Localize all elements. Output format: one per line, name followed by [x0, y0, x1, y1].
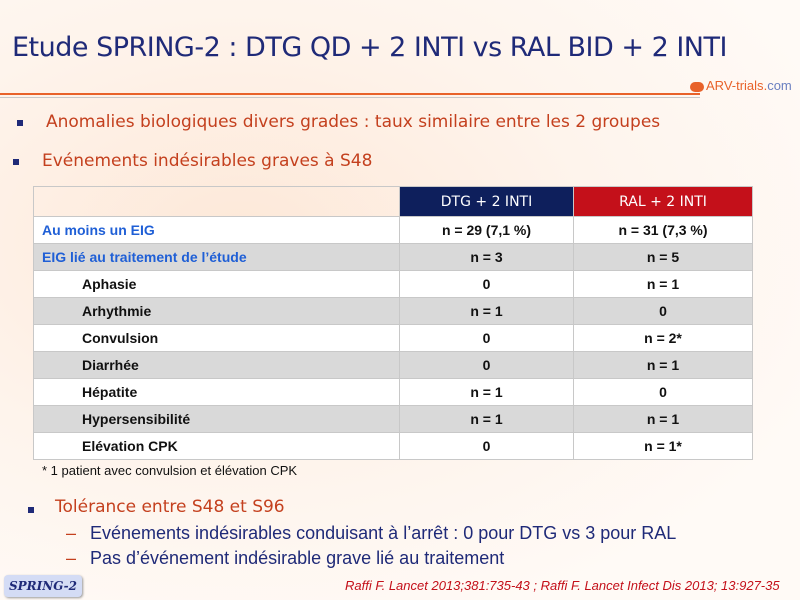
- row-label: Diarrhée: [33, 351, 400, 379]
- row-label: Arhythmie: [33, 297, 400, 325]
- dtg-value: n = 1: [399, 405, 574, 433]
- bullet-icon: [17, 120, 23, 126]
- dtg-value: n = 29 (7,1 %): [399, 216, 574, 244]
- row-label: Aphasie: [33, 270, 400, 298]
- ral-value: n = 1: [573, 270, 753, 298]
- table-row: Diarrhée 0 n = 1: [33, 351, 753, 379]
- ral-value: n = 2*: [573, 324, 753, 352]
- row-label: Convulsion: [33, 324, 400, 352]
- dash-icon: –: [66, 548, 77, 568]
- header-dtg: DTG + 2 INTI: [399, 186, 574, 217]
- bullet-tolerance: Tolérance entre S48 et S96: [55, 497, 285, 517]
- dtg-value: n = 1: [399, 297, 574, 325]
- pill-icon: [690, 81, 704, 92]
- row-label: Elévation CPK: [33, 432, 400, 460]
- dtg-value: n = 3: [399, 243, 574, 271]
- dtg-value: n = 1: [399, 378, 574, 406]
- table-row: Elévation CPK 0 n = 1*: [33, 432, 753, 460]
- table-row: Au moins un EIG n = 29 (7,1 %) n = 31 (7,3…: [33, 216, 753, 244]
- title-rule: [0, 93, 700, 95]
- ral-value: n = 31 (7,3 %): [573, 216, 753, 244]
- bullet-eig: Evénements indésirables graves à S48: [42, 151, 373, 171]
- dtg-value: 0: [399, 432, 574, 460]
- ral-value: n = 5: [573, 243, 753, 271]
- bullet-icon: [28, 507, 34, 513]
- row-label: Hypersensibilité: [33, 405, 400, 433]
- ral-value: 0: [573, 297, 753, 325]
- arv-trials-logo: ARV-trials.com: [690, 78, 792, 93]
- subbullet-arret: Evénements indésirables conduisant à l’a…: [90, 523, 677, 543]
- row-label: Au moins un EIG: [33, 216, 400, 244]
- header-ral: RAL + 2 INTI: [573, 186, 753, 217]
- slide-title: Etude SPRING-2 : DTG QD + 2 INTI vs RAL …: [12, 32, 727, 63]
- ral-value: n = 1: [573, 351, 753, 379]
- header-blank: [33, 186, 400, 217]
- dtg-value: 0: [399, 324, 574, 352]
- subbullet-pas-eig: Pas d’événement indésirable grave lié au…: [90, 548, 505, 568]
- study-badge: SPRING-2: [4, 575, 82, 597]
- ral-value: n = 1: [573, 405, 753, 433]
- dtg-value: 0: [399, 351, 574, 379]
- table-footnote: * 1 patient avec convulsion et élévation…: [42, 463, 298, 478]
- row-label: Hépatite: [33, 378, 400, 406]
- logo-name: ARV-trials: [706, 78, 764, 93]
- bullet-icon: [13, 159, 19, 165]
- reference: Raffi F. Lancet 2013;381:735-43 ; Raffi …: [345, 578, 780, 593]
- row-label: EIG lié au traitement de l’étude: [33, 243, 400, 271]
- table-row: Aphasie 0 n = 1: [33, 270, 753, 298]
- ral-value: 0: [573, 378, 753, 406]
- ral-value: n = 1*: [573, 432, 753, 460]
- logo-suffix: com: [767, 78, 792, 93]
- title-rule-gray: [0, 97, 700, 98]
- dash-icon: –: [66, 523, 77, 543]
- dtg-value: 0: [399, 270, 574, 298]
- bullet-anomalies: Anomalies biologiques divers grades : ta…: [46, 112, 661, 132]
- eig-table: DTG + 2 INTI RAL + 2 INTI Au moins un EIG…: [33, 186, 753, 460]
- table-row: Convulsion 0 n = 2*: [33, 324, 753, 352]
